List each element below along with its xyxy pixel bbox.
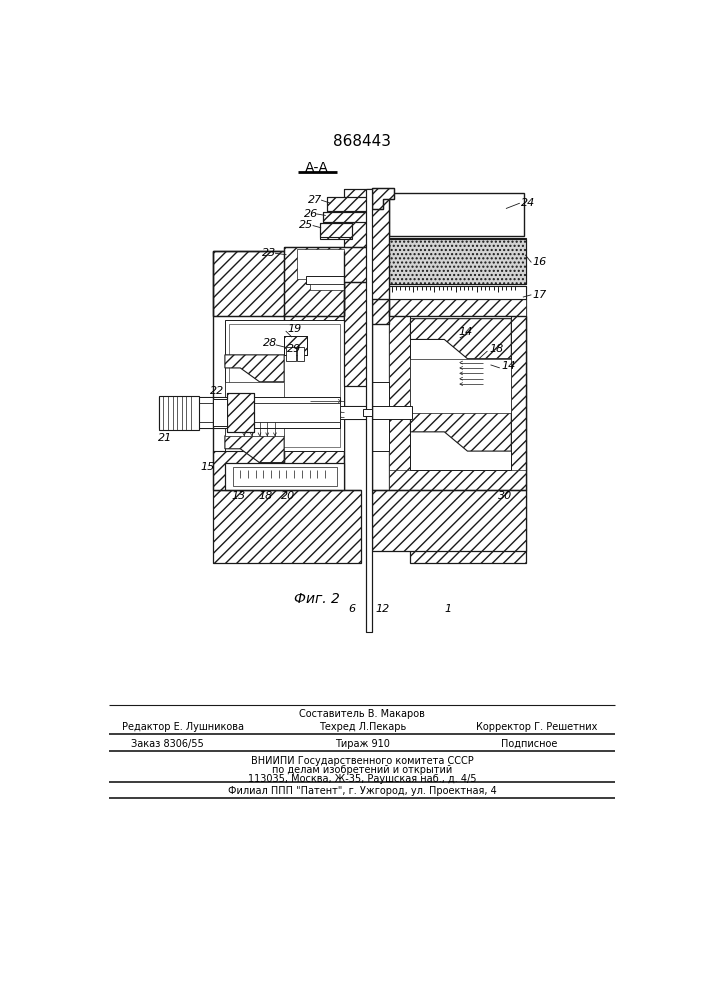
Polygon shape: [225, 436, 284, 463]
Bar: [389, 470, 526, 490]
Polygon shape: [411, 413, 511, 451]
Bar: [368, 189, 389, 324]
Text: 1: 1: [444, 604, 452, 614]
Bar: [225, 463, 344, 490]
Text: 23: 23: [262, 248, 276, 258]
Bar: [214, 399, 227, 426]
Text: 14: 14: [459, 327, 473, 337]
Text: 27: 27: [308, 195, 322, 205]
Bar: [372, 490, 526, 551]
Bar: [389, 286, 526, 299]
Bar: [411, 359, 511, 413]
Polygon shape: [372, 188, 395, 209]
Bar: [296, 249, 344, 279]
Text: ВНИИПИ Государственного комитета СССР: ВНИИПИ Государственного комитета СССР: [251, 756, 474, 766]
Text: 29: 29: [287, 344, 301, 354]
Text: 25: 25: [299, 220, 313, 230]
Text: 12: 12: [375, 604, 390, 614]
Bar: [389, 286, 526, 299]
Bar: [160, 403, 340, 422]
Bar: [411, 316, 511, 470]
Bar: [160, 396, 199, 430]
Bar: [340, 406, 412, 419]
Text: 19: 19: [287, 324, 301, 334]
Text: 18: 18: [258, 491, 272, 501]
Text: Техред Л.Пекарь: Техред Л.Пекарь: [319, 722, 406, 732]
Bar: [389, 299, 411, 490]
Bar: [368, 189, 389, 324]
Text: Филиал ППП "Патент", г. Ужгород, ул. Проектная, 4: Филиал ППП "Патент", г. Ужгород, ул. Про…: [228, 786, 497, 796]
Bar: [296, 347, 304, 361]
Bar: [214, 490, 361, 563]
Polygon shape: [389, 299, 526, 490]
Text: Тираж 910: Тираж 910: [335, 739, 390, 749]
Text: 6: 6: [348, 604, 355, 614]
Bar: [286, 347, 296, 361]
Text: 22: 22: [209, 386, 223, 396]
Text: 113035, Москва, Ж-35, Раушская наб., д. 4/5: 113035, Москва, Ж-35, Раушская наб., д. …: [248, 774, 477, 784]
Text: Корректор Г. Решетних: Корректор Г. Решетних: [476, 722, 597, 732]
Bar: [366, 189, 372, 632]
Bar: [284, 336, 308, 355]
Bar: [284, 336, 308, 355]
Bar: [327, 197, 368, 211]
Text: 30: 30: [498, 491, 513, 501]
Bar: [372, 382, 389, 451]
Polygon shape: [411, 319, 511, 359]
Polygon shape: [225, 355, 284, 382]
Bar: [320, 223, 352, 239]
Bar: [344, 189, 368, 386]
Text: Заказ 8306/55: Заказ 8306/55: [131, 739, 204, 749]
Bar: [233, 466, 337, 486]
Bar: [310, 284, 344, 290]
Bar: [227, 393, 254, 432]
Bar: [324, 212, 368, 222]
Bar: [389, 238, 526, 284]
Bar: [511, 299, 526, 490]
Bar: [389, 239, 526, 284]
Bar: [214, 451, 284, 490]
Text: 28: 28: [263, 338, 277, 348]
Bar: [344, 189, 368, 386]
Text: 20: 20: [281, 491, 296, 501]
Text: 14: 14: [501, 361, 515, 371]
Text: 26: 26: [304, 209, 318, 219]
Text: 17: 17: [533, 290, 547, 300]
Bar: [160, 420, 340, 428]
Bar: [160, 397, 340, 405]
Bar: [225, 320, 344, 451]
Bar: [227, 393, 254, 432]
Text: Редактор Е. Лушникова: Редактор Е. Лушникова: [122, 722, 243, 732]
Polygon shape: [284, 247, 368, 316]
Text: 21: 21: [158, 433, 172, 443]
Bar: [229, 324, 340, 447]
Bar: [305, 276, 344, 284]
Bar: [327, 197, 368, 211]
Bar: [363, 409, 372, 416]
Text: Подписное: Подписное: [501, 739, 557, 749]
Bar: [324, 212, 368, 222]
Bar: [320, 223, 352, 237]
Text: 868443: 868443: [333, 134, 392, 149]
Text: Фиг. 2: Фиг. 2: [294, 592, 340, 606]
Bar: [225, 382, 284, 436]
Text: 24: 24: [521, 198, 536, 208]
Text: 16: 16: [533, 257, 547, 267]
Polygon shape: [214, 251, 344, 490]
Text: А-А: А-А: [305, 161, 329, 175]
Bar: [409, 490, 526, 563]
Text: по делам изобретений и открытий: по делам изобретений и открытий: [272, 765, 452, 775]
Text: Составитель В. Макаров: Составитель В. Макаров: [299, 709, 426, 719]
Text: 15: 15: [200, 462, 214, 472]
Bar: [389, 193, 524, 235]
Bar: [225, 463, 344, 490]
Text: 13: 13: [231, 491, 245, 501]
Text: 18: 18: [489, 344, 503, 354]
Bar: [389, 299, 526, 316]
